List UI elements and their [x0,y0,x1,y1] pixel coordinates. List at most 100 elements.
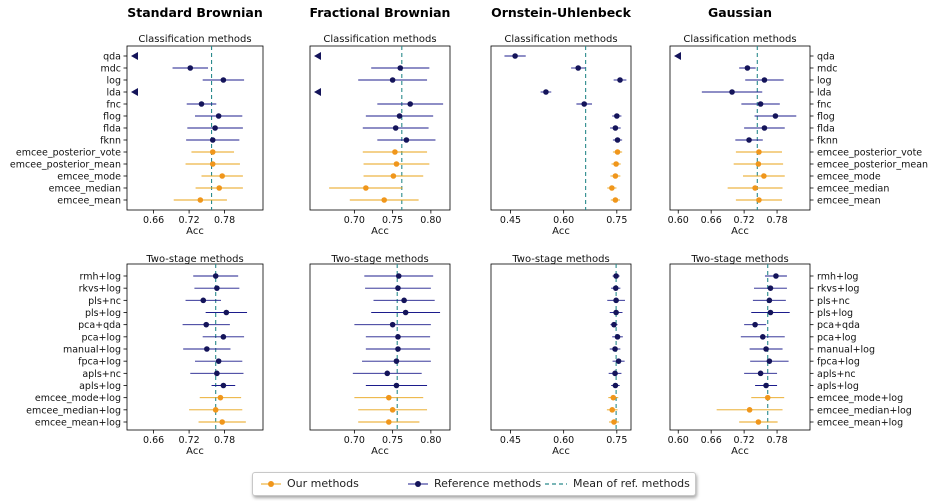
p0-point-marker [209,161,216,167]
p5-point-marker [401,297,407,304]
p7-axes-frame [669,263,811,431]
p7-point-marker [763,382,769,389]
p0-ytick-label: emcee_median [49,184,121,195]
p4-point-marker [220,382,227,389]
p0-ytick-label: fknn [100,136,121,147]
p4-xtick-label: 0.66 [143,435,164,446]
p4-ytick-label: emcee_median+log [26,405,121,416]
legend-ours-marker [261,481,281,487]
p7-ytick-label: pca+qda [817,320,860,331]
p5-point-marker [389,321,396,328]
p1-point-marker [396,113,403,119]
p5-point-marker [385,394,392,401]
p6-point-marker [611,321,617,328]
p6-xtick-label: 0.45 [500,435,521,446]
p7-ytick-label: emcee_mode+log [817,393,903,404]
p1-point-marker [389,77,396,83]
p1-axes-frame [309,45,451,211]
p6-xtick-label: 0.75 [606,435,627,446]
p1-xtick-label: 0.70 [344,215,365,226]
p7-xtick-label: 0.60 [668,435,689,446]
p2-point-marker [543,89,549,95]
p2-point-marker [609,185,615,191]
p6-point-marker [610,394,617,401]
p4-point-marker [219,419,225,425]
p6-point-marker [613,273,619,279]
p7-point-marker [757,370,764,377]
p4-ytick-label: rkvs+log [79,284,121,295]
p3-point-marker [729,89,735,95]
p2-column-title: Ornstein-Uhlenbeck [491,5,632,20]
p0-ytick-label: mdc [100,64,121,75]
p4-point-marker [212,273,219,279]
p3-offscale-marker [674,52,681,60]
p5-xtick-label: 0.75 [382,435,403,446]
p4-ytick-label: pls+nc [88,296,121,307]
p5-xlabel: Acc [371,446,389,457]
p0-ytick-label: qda [103,52,121,63]
p4-point-marker [204,346,210,352]
p0-point-marker [215,113,222,119]
p7-point-marker [767,285,774,291]
p3-subplot-title: Classification methods [683,34,796,45]
p0-point-marker [187,65,194,71]
p7-xlabel: Acc [731,446,749,457]
p3-ytick-label: fnc [817,100,832,111]
p2-xtick-label: 0.45 [500,215,521,226]
p0-ytick-label: emcee_mode [57,172,121,183]
p0-ytick-label: flda [103,124,121,135]
p3-point-marker [761,125,768,131]
p7-point-marker [759,334,766,340]
p5-point-marker [393,358,400,364]
p2-point-marker [614,113,620,119]
p6-xtick-label: 0.60 [553,435,574,446]
p7-point-marker [755,419,762,425]
p7-ytick-label: rkvs+log [817,284,859,295]
p0-xtick-label: 0.66 [143,215,164,226]
p3-ytick-label: flda [817,124,835,135]
p3-column-title: Gaussian [708,5,772,20]
p0-offscale-marker [131,52,138,60]
p7-xtick-label: 0.66 [701,435,722,446]
p3-ytick-label: lda [817,88,832,99]
p6-point-marker [609,407,616,413]
p1-column-title: Fractional Brownian [310,5,451,20]
p1-point-marker [381,197,388,203]
p7-point-marker [766,358,773,364]
p3-point-marker [761,77,768,83]
p6-point-marker [612,382,619,389]
p7-xtick-label: 0.78 [766,435,787,446]
p6-point-marker [614,334,621,340]
p3-ytick-label: emcee_posterior_mean [817,160,928,171]
p2-point-marker [614,137,621,143]
p7-point-marker [763,346,769,352]
p5-xtick-label: 0.70 [344,435,365,446]
p3-xlabel: Acc [731,226,749,237]
p2-xtick-label: 0.60 [553,215,574,226]
p2-point-marker [617,77,623,83]
p7-ytick-label: fpca+log [817,357,860,368]
p1-point-marker [363,185,369,191]
p6-subplot-title: Two-stage methods [511,254,609,265]
p3-point-marker [752,185,758,191]
p4-point-marker [220,334,227,340]
p3-point-marker [772,113,779,119]
p3-point-marker [761,173,767,179]
p1-point-marker [397,65,404,71]
p4-xtick-label: 0.72 [179,435,200,446]
p4-ytick-label: fpca+log [78,357,121,368]
p1-point-marker [393,161,400,167]
p0-subplot-title: Classification methods [138,34,251,45]
p0-xtick-label: 0.72 [179,215,200,226]
p6-point-marker [613,297,619,304]
p4-point-marker [217,394,224,401]
p7-point-marker [773,273,779,279]
p3-point-marker [756,197,762,203]
p5-point-marker [384,370,391,377]
p1-xlabel: Acc [371,226,389,237]
p7-ytick-label: emcee_median+log [817,405,912,416]
p4-ytick-label: emcee_mean+log [35,418,121,429]
p7-ytick-label: apls+nc [817,369,856,380]
p0-xlabel: Acc [186,226,204,237]
p4-ytick-label: emcee_mode+log [35,393,121,404]
